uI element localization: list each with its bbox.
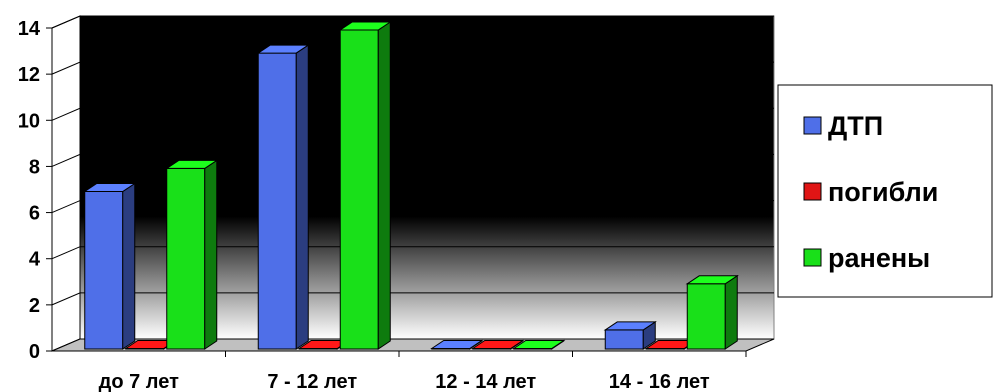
gridline — [51, 246, 774, 260]
bar-side — [724, 274, 738, 350]
bar-top — [256, 44, 310, 54]
legend-swatch — [803, 182, 822, 201]
x-tick-label: 14 - 16 лет — [609, 371, 710, 392]
bar-front — [84, 191, 124, 350]
x-tick-label: до 7 лет — [99, 371, 179, 392]
bar-front — [604, 329, 644, 350]
gridline — [51, 153, 774, 167]
y-tick-label: 4 — [29, 249, 41, 271]
legend-swatch — [803, 116, 822, 135]
bar-ДТП-14 - 16 лет — [603, 320, 657, 350]
y-tick-label: 12 — [18, 64, 40, 86]
bar-front — [339, 29, 379, 350]
bar-ранены-14 - 16 лет — [685, 274, 739, 350]
bar-front — [686, 283, 726, 350]
chart-side-wall — [51, 15, 81, 352]
bar-ранены-до 7 лет — [165, 159, 219, 350]
bar-ДТП-7 - 12 лет — [256, 44, 310, 350]
legend-label: погибли — [828, 177, 938, 207]
y-tick-label: 0 — [29, 341, 40, 363]
bar-front — [257, 52, 297, 350]
x-tick-label: 7 - 12 лет — [267, 371, 357, 392]
y-tick-label: 14 — [18, 18, 41, 40]
legend-label: ранены — [828, 243, 930, 273]
bar-top — [471, 340, 525, 349]
x-tick-label: 12 - 14 лет — [435, 371, 536, 392]
gridline — [51, 15, 774, 29]
bar-side — [204, 159, 218, 350]
bar-front — [166, 167, 206, 350]
y-tick-label: 6 — [29, 203, 40, 225]
gridline — [51, 292, 774, 306]
bar-погибли-12 - 14 лет — [471, 339, 525, 350]
bar-top — [512, 340, 566, 349]
bar-ранены-12 - 14 лет — [512, 339, 566, 350]
bar-top — [685, 275, 739, 285]
gridline — [51, 61, 774, 75]
y-tick-label: 2 — [29, 295, 40, 317]
bar-top — [430, 340, 484, 349]
bar-ДТП-12 - 14 лет — [430, 339, 484, 350]
bar-side — [122, 182, 136, 350]
bar-side — [295, 44, 309, 350]
bar-ранены-7 - 12 лет — [338, 21, 392, 350]
bar-top — [165, 159, 219, 169]
bar-top — [338, 21, 392, 31]
bar-top — [603, 321, 657, 331]
y-tick-label: 8 — [29, 156, 40, 178]
y-tick-label: 10 — [18, 110, 40, 132]
legend-label: ДТП — [828, 111, 883, 141]
bar-top — [83, 183, 137, 192]
bar-ДТП-до 7 лет — [83, 182, 137, 350]
gridline — [51, 107, 774, 121]
bar-side — [377, 21, 391, 350]
chart-floor — [51, 338, 775, 352]
legend-swatch — [803, 248, 822, 267]
gridline — [51, 200, 774, 214]
